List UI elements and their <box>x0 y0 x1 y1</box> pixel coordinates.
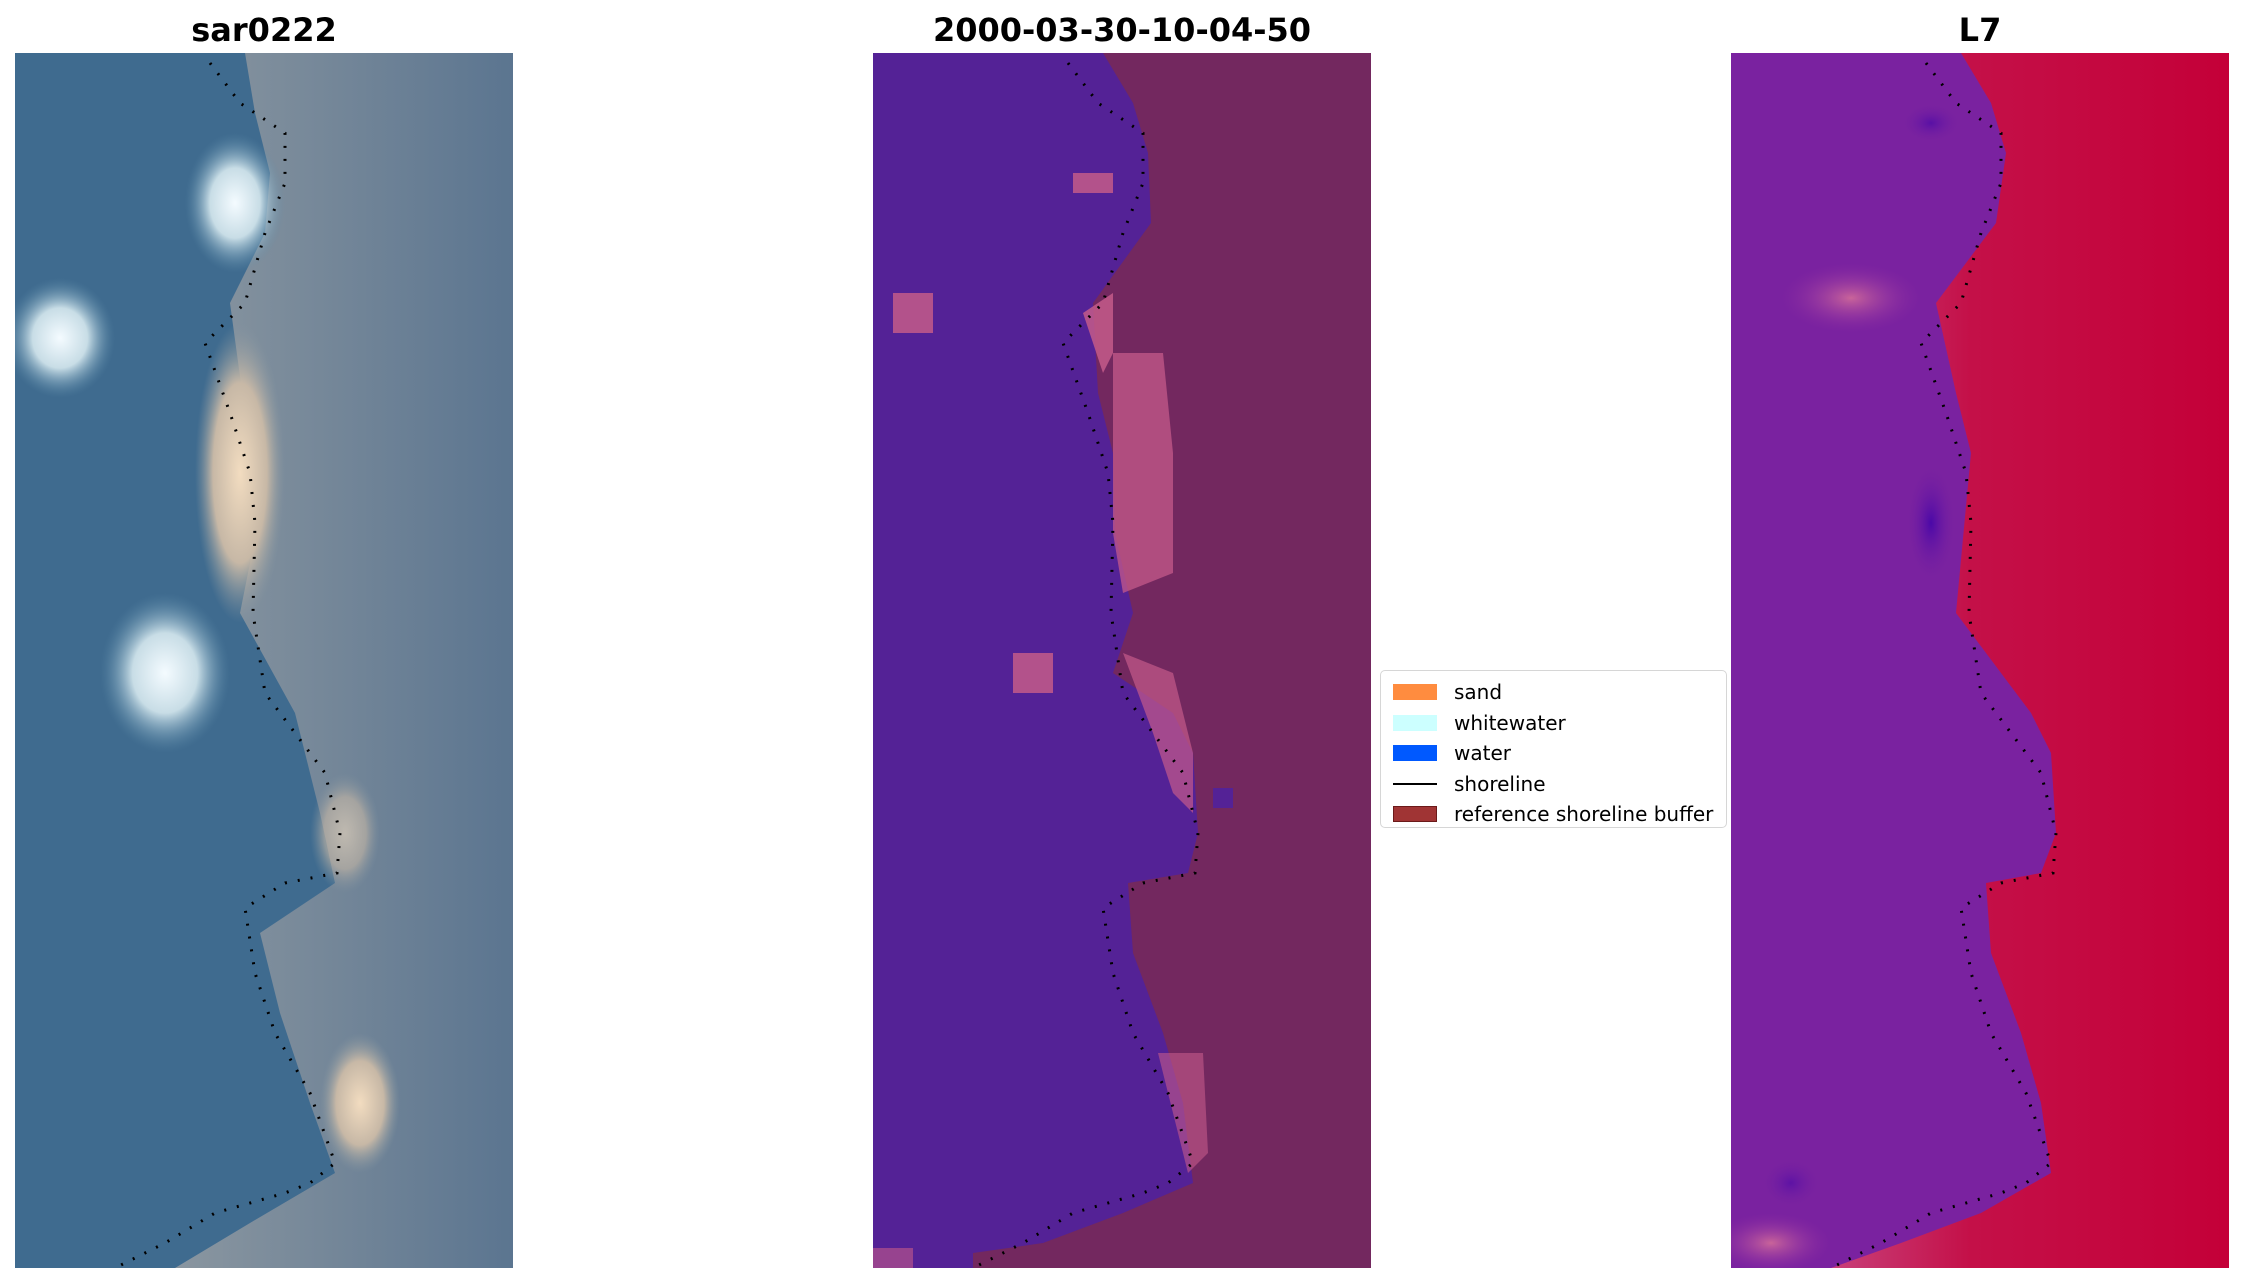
legend-item-water: water <box>1387 738 1726 769</box>
rgb-image <box>15 53 513 1268</box>
water-swatch <box>1393 745 1437 762</box>
panel-title-mndwi: L7 <box>1958 11 2002 49</box>
mndwi-image <box>1731 53 2229 1268</box>
panel-title-classified: 2000-03-30-10-04-50 <box>932 11 1312 49</box>
legend-item-whitewater: whitewater <box>1387 708 1726 739</box>
classified-image-panel <box>873 53 1371 1268</box>
legend-label-sand: sand <box>1454 680 1503 705</box>
legend-item-shoreline: shoreline <box>1387 769 1726 800</box>
legend-item-buffer: reference shoreline buffer <box>1387 799 1726 830</box>
shoreline-swatch <box>1393 782 1437 785</box>
legend-label-shoreline: shoreline <box>1454 771 1546 796</box>
legend-label-water: water <box>1454 741 1511 766</box>
panel-title-rgb: sar0222 <box>191 11 337 49</box>
mndwi-image-panel <box>1731 53 2229 1268</box>
legend: sand whitewater water shoreline referenc… <box>1380 670 1727 828</box>
sand-swatch <box>1393 684 1437 701</box>
legend-item-sand: sand <box>1387 677 1726 708</box>
rgb-image-panel <box>15 53 513 1268</box>
buffer-swatch <box>1393 806 1437 823</box>
classified-image <box>873 53 1371 1268</box>
legend-label-whitewater: whitewater <box>1454 710 1566 735</box>
whitewater-swatch <box>1393 714 1437 731</box>
legend-label-buffer: reference shoreline buffer <box>1454 802 1714 827</box>
